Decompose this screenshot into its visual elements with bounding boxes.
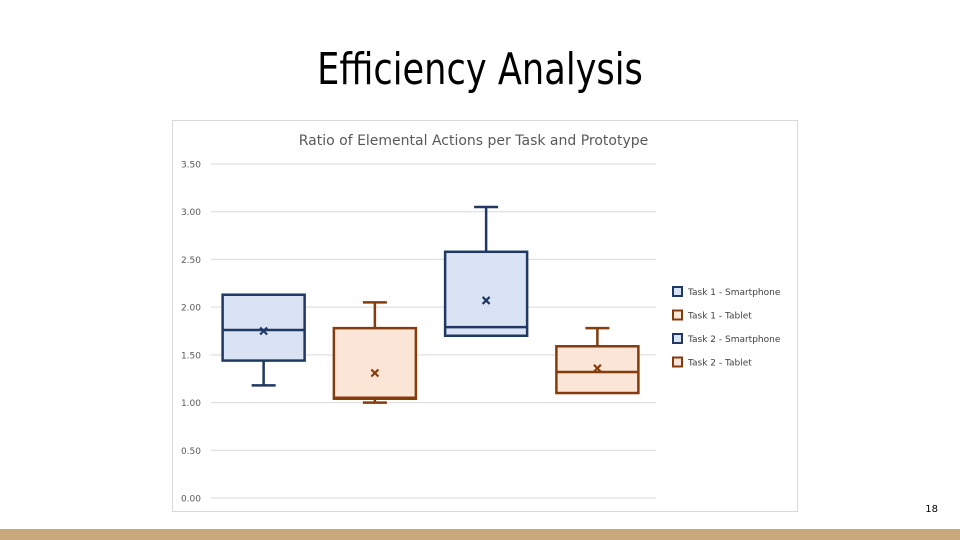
y-tick-label: 0.00 — [181, 495, 201, 505]
mean-marker — [481, 296, 491, 305]
slide-title: Efficiency Analysis — [317, 44, 643, 95]
page-number: 18 — [925, 504, 938, 515]
chart-title: Ratio of Elemental Actions per Task and … — [299, 133, 649, 149]
legend-label: Task 1 - Smartphone — [687, 288, 781, 298]
y-tick-label: 3.50 — [181, 161, 201, 171]
mean-marker — [593, 363, 602, 373]
y-tick-label: 2.00 — [181, 304, 201, 314]
legend-label: Task 2 - Tablet — [687, 359, 752, 369]
y-tick-label: 0.50 — [181, 447, 201, 457]
box — [443, 250, 529, 338]
y-tick-label: 1.00 — [181, 399, 201, 409]
y-tick-label: 3.00 — [181, 208, 201, 218]
box — [332, 326, 418, 401]
mean-marker — [370, 368, 380, 378]
legend-label: Task 2 - Smartphone — [687, 335, 781, 345]
boxplot-chart: Ratio of Elemental Actions per Task and … — [181, 133, 781, 505]
legend-swatch — [672, 286, 683, 297]
mean-marker — [259, 326, 268, 336]
legend-swatch — [672, 356, 683, 368]
chart-frame: Ratio of Elemental Actions per Task and … — [172, 120, 798, 512]
legend-swatch — [672, 333, 683, 344]
footer-bar — [0, 529, 960, 540]
y-tick-label: 2.50 — [181, 256, 201, 266]
legend-swatch — [672, 309, 683, 321]
legend-label: Task 1 - Tablet — [687, 312, 752, 322]
box — [221, 293, 306, 362]
y-tick-label: 1.50 — [181, 351, 201, 361]
